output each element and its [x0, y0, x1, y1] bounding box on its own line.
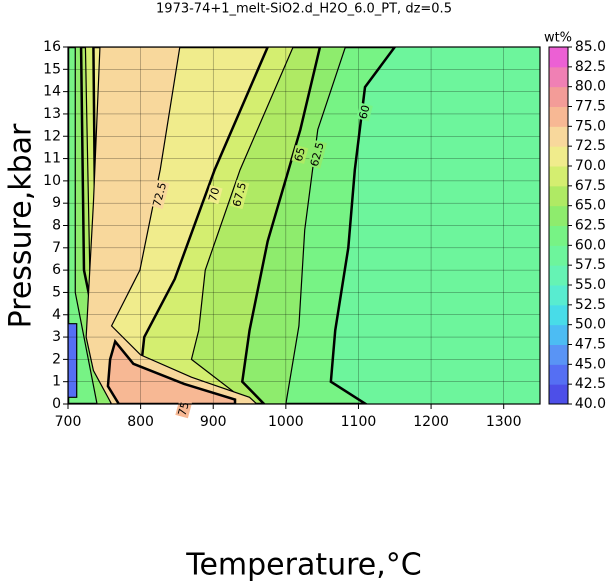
- contour-label-bg: [356, 102, 373, 122]
- contour-label: 60: [356, 104, 372, 121]
- colorbar-tick-label: 72.5: [575, 138, 606, 154]
- colorbar-tick-label: 47.5: [575, 337, 606, 353]
- x-tick-label: 1300: [486, 414, 522, 430]
- colorbar-segment: [549, 324, 568, 345]
- x-tick-label: 1200: [413, 414, 449, 430]
- colorbar-tick-label: 42.5: [575, 376, 606, 392]
- colorbar-segment: [549, 364, 568, 385]
- y-tick-label: 13: [43, 106, 61, 122]
- colorbar-tick-label: 65.0: [575, 198, 606, 214]
- contour-label: 67.5: [230, 181, 249, 208]
- colorbar-segment: [549, 344, 568, 365]
- colorbar-tick-label: 70.0: [575, 158, 606, 174]
- colorbar-segment: [549, 225, 568, 246]
- y-tick-label: 11: [43, 151, 61, 167]
- contour-region: [68, 323, 78, 398]
- y-tick-label: 5: [52, 284, 61, 300]
- y-axis-label: Pressure,kbar: [4, 123, 39, 328]
- colorbar-segment: [549, 106, 568, 127]
- y-tick-label: 1: [52, 374, 61, 390]
- contour-label-bg: [229, 180, 250, 210]
- contour-label: 65: [292, 146, 308, 163]
- contour-label-bg: [307, 139, 328, 169]
- colorbar-label: wt%: [544, 31, 572, 46]
- colorbar-tick-label: 82.5: [575, 59, 606, 75]
- contour-label-bg: [150, 180, 170, 210]
- colorbar-tick-label: 52.5: [575, 297, 606, 313]
- colorbar-tick-label: 50.0: [575, 317, 606, 333]
- x-tick-label: 1000: [268, 414, 304, 430]
- x-axis-label: Temperature,°C: [185, 548, 422, 583]
- colorbar-segment: [549, 304, 568, 326]
- colorbar-segment: [549, 185, 568, 207]
- colorbar-tick-label: 67.5: [575, 178, 606, 194]
- colorbar-tick-label: 75.0: [575, 118, 606, 134]
- colorbar-segment: [549, 86, 568, 107]
- x-tick-label: 800: [127, 414, 154, 430]
- contour-label: 72.5: [150, 181, 169, 208]
- colorbar-segment: [549, 245, 568, 266]
- contour-label-bg: [205, 185, 223, 204]
- colorbar-segment: [549, 47, 568, 68]
- contour-label: 70: [206, 186, 222, 203]
- colorbar-segment: [549, 285, 568, 306]
- y-tick-label: 7: [52, 240, 61, 256]
- colorbar-segment: [549, 146, 568, 167]
- y-tick-label: 8: [52, 218, 61, 234]
- colorbar-tick-label: 40.0: [575, 396, 606, 412]
- colorbar-segment: [549, 66, 568, 88]
- colorbar-segment: [549, 384, 568, 405]
- y-tick-label: 0: [52, 396, 61, 412]
- x-tick-label: 1100: [341, 414, 377, 430]
- contour-region: [106, 338, 237, 404]
- y-tick-label: 12: [43, 128, 61, 144]
- colorbar-segment: [549, 265, 568, 286]
- y-tick-label: 4: [52, 307, 61, 323]
- contour-label-bg: [291, 145, 309, 164]
- colorbar-tick-label: 80.0: [575, 79, 606, 95]
- y-tick-label: 2: [52, 351, 61, 367]
- colorbar-tick-label: 62.5: [575, 218, 606, 234]
- contour-label: 62.5: [308, 141, 327, 168]
- colorbar-segment: [549, 205, 568, 226]
- x-tick-label: 900: [200, 414, 227, 430]
- colorbar-tick-label: 57.5: [575, 257, 606, 273]
- colorbar-tick-label: 77.5: [575, 99, 606, 115]
- colorbar-tick-label: 45.0: [575, 356, 606, 372]
- colorbar-tick-label: 85.0: [575, 39, 606, 55]
- y-tick-label: 16: [43, 39, 61, 55]
- y-tick-label: 9: [52, 195, 61, 211]
- colorbar-tick-label: 60.0: [575, 237, 606, 253]
- y-tick-label: 3: [52, 329, 61, 345]
- colorbar-segment: [549, 126, 568, 147]
- colorbar-tick-label: 55.0: [575, 277, 606, 293]
- y-tick-label: 6: [52, 262, 61, 278]
- colorbar-segment: [549, 166, 568, 187]
- y-tick-label: 14: [43, 84, 61, 100]
- x-tick-label: 700: [55, 414, 82, 430]
- chart-title: 1973-74+1_melt-SiO2.d_H2O_6.0_PT, dz=0.5: [156, 2, 452, 17]
- y-tick-label: 15: [43, 61, 61, 77]
- y-tick-label: 10: [43, 173, 61, 189]
